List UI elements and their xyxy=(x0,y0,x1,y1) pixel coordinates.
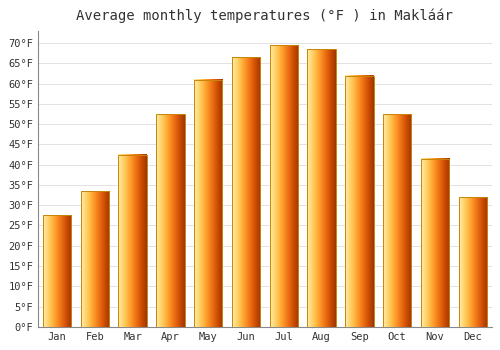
Bar xyxy=(421,159,449,327)
Bar xyxy=(194,79,222,327)
Bar xyxy=(458,197,487,327)
Bar xyxy=(232,57,260,327)
Bar xyxy=(156,114,184,327)
Bar xyxy=(80,191,109,327)
Bar xyxy=(270,45,298,327)
Bar xyxy=(118,155,147,327)
Bar xyxy=(308,49,336,327)
Bar xyxy=(383,114,412,327)
Bar xyxy=(345,76,374,327)
Title: Average monthly temperatures (°F ) in Makláár: Average monthly temperatures (°F ) in Ma… xyxy=(76,8,454,23)
Bar xyxy=(43,215,72,327)
